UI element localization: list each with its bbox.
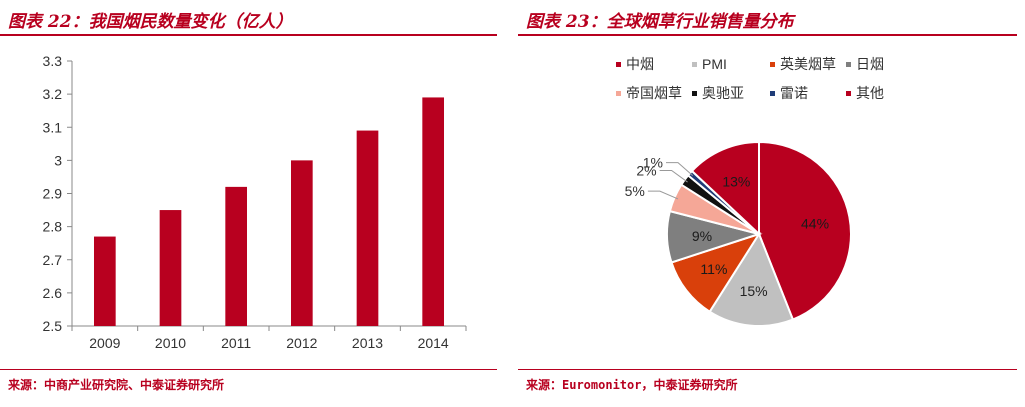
y-tick-label: 3.1 bbox=[43, 119, 63, 135]
legend-item: 雷诺 bbox=[770, 85, 808, 101]
x-tick-label: 2014 bbox=[418, 335, 449, 351]
pie-slice-其他 bbox=[690, 140, 760, 237]
legend-label: 奥驰亚 bbox=[702, 85, 744, 101]
y-tick-label: 3.3 bbox=[43, 53, 63, 69]
legend-swatch bbox=[770, 91, 775, 96]
bar-2010 bbox=[159, 210, 182, 326]
bar-chart-source: 来源：中商产业研究院、中泰证券研究所 bbox=[8, 378, 225, 392]
pie-chart-panel: 图表 23：全球烟草行业销售量分布 中烟 PMI 英美烟草 日烟帝国烟草 奥驰亚 雷诺 其他… bbox=[518, 0, 1025, 407]
slice-label: 5% bbox=[625, 183, 645, 199]
y-tick-label: 2.9 bbox=[43, 186, 63, 202]
slice-label: 1% bbox=[643, 155, 663, 171]
x-tick-label: 2011 bbox=[221, 335, 251, 351]
leader-line bbox=[647, 190, 679, 200]
x-tick-label: 2009 bbox=[89, 335, 120, 351]
slice-label: 44% bbox=[801, 215, 829, 231]
legend-label: 其他 bbox=[856, 85, 884, 101]
x-tick-label: 2013 bbox=[352, 335, 383, 351]
title-rule bbox=[0, 34, 497, 36]
legend-swatch bbox=[692, 91, 697, 96]
bar-2011 bbox=[225, 186, 248, 326]
legend-label: 中烟 bbox=[626, 56, 654, 72]
bar-chart-panel: 图表 22：我国烟民数量变化（亿人） 2.5 2.6 2.7 2.8 2.9 3 3.1 3.… bbox=[0, 0, 505, 407]
slice-label: 2% bbox=[636, 163, 656, 179]
legend-swatch bbox=[846, 62, 851, 67]
slice-label: 13% bbox=[722, 174, 750, 190]
slice-label: 9% bbox=[692, 228, 712, 244]
bar-2014 bbox=[422, 97, 445, 326]
legend-item: 奥驰亚 bbox=[692, 85, 744, 101]
bar-2009 bbox=[93, 236, 116, 326]
bar-2012 bbox=[290, 160, 313, 326]
pie-chart-source: 来源：Euromonitor，中泰证券研究所 bbox=[526, 378, 738, 392]
pie-slice-PMI bbox=[708, 231, 795, 327]
bar-chart-title: 图表 22：我国烟民数量变化（亿人） bbox=[8, 12, 293, 32]
legend-item: PMI bbox=[692, 56, 727, 72]
y-tick-label: 3 bbox=[54, 152, 62, 168]
legend-label: 英美烟草 bbox=[780, 56, 836, 72]
source-rule bbox=[0, 369, 497, 370]
legend-swatch bbox=[692, 62, 697, 67]
leader-line bbox=[665, 162, 694, 176]
legend-item: 日烟 bbox=[846, 56, 884, 72]
y-tick-label: 2.5 bbox=[43, 318, 63, 334]
y-tick-label: 2.8 bbox=[43, 219, 63, 235]
legend-swatch bbox=[770, 62, 775, 67]
slice-label: 11% bbox=[700, 261, 727, 277]
legend-swatch bbox=[616, 62, 621, 67]
legend-swatch bbox=[616, 91, 621, 96]
legend-label: PMI bbox=[702, 56, 727, 72]
y-tick-label: 2.7 bbox=[43, 252, 63, 268]
legend-item: 其他 bbox=[846, 85, 884, 101]
pie-chart-title: 图表 23：全球烟草行业销售量分布 bbox=[526, 12, 794, 32]
slice-label: 15% bbox=[740, 283, 768, 299]
x-tick-label: 2010 bbox=[155, 335, 186, 351]
x-tick-label: 2012 bbox=[286, 335, 317, 351]
legend-item: 帝国烟草 bbox=[616, 85, 682, 101]
y-tick-label: 2.6 bbox=[43, 285, 63, 301]
legend-label: 帝国烟草 bbox=[626, 85, 682, 101]
legend-item: 中烟 bbox=[616, 56, 654, 72]
legend-label: 雷诺 bbox=[780, 85, 808, 101]
legend-label: 日烟 bbox=[856, 56, 884, 72]
bar-chart: 2.5 2.6 2.7 2.8 2.9 3 3.1 3.2 3.3 2009 2010 2011 201… bbox=[43, 53, 467, 351]
pie-slice-中烟 bbox=[758, 140, 852, 321]
leader-line bbox=[659, 170, 688, 183]
legend-swatch bbox=[846, 91, 851, 96]
y-tick-label: 3.2 bbox=[43, 86, 63, 102]
title-rule bbox=[518, 34, 1017, 36]
legend-item: 英美烟草 bbox=[770, 56, 836, 72]
source-rule bbox=[518, 369, 1017, 370]
bar-2013 bbox=[356, 130, 379, 326]
